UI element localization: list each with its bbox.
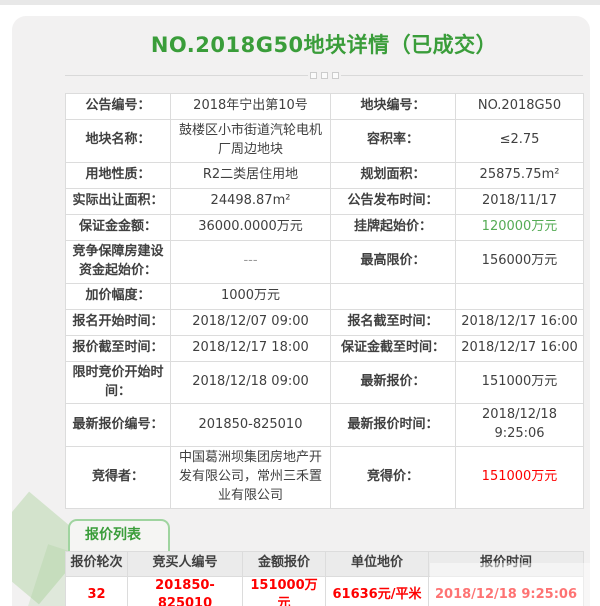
detail-value: 2018/12/07 09:00 xyxy=(170,308,331,336)
detail-value: 25875.75m² xyxy=(455,161,584,189)
detail-label: 最新报价时间： xyxy=(330,403,456,448)
detail-label: 限时竞价开始时间： xyxy=(65,360,171,405)
detail-label: 最新报价： xyxy=(330,360,456,405)
detail-value: 24498.87m² xyxy=(170,187,331,215)
title-divider xyxy=(65,72,583,79)
detail-label: 最高限价： xyxy=(330,239,456,284)
detail-label: 地块编号： xyxy=(330,93,456,120)
detail-value: 2018/12/17 18:00 xyxy=(170,334,331,362)
detail-label: 报名截至时间： xyxy=(330,308,456,336)
detail-value: R2二类居住用地 xyxy=(170,161,331,189)
detail-label: 加价幅度： xyxy=(65,282,171,310)
detail-value: ≤2.75 xyxy=(455,119,584,163)
table-row: 报价截至时间： 2018/12/17 18:00 保证金截至时间： 2018/1… xyxy=(65,334,584,362)
detail-label: 公告发布时间： xyxy=(330,187,456,215)
land-detail-table: 公告编号： 2018年宁出第10号 地块编号： NO.2018G50 地块名称：… xyxy=(65,93,584,509)
detail-value: 201850-825010 xyxy=(170,403,331,448)
detail-value: 2018年宁出第10号 xyxy=(170,93,331,120)
tab-quote-list[interactable]: 报价列表 xyxy=(68,518,170,551)
detail-value: 156000万元 xyxy=(455,239,584,284)
detail-label: 保证金截至时间： xyxy=(330,334,456,362)
detail-value: 36000.0000万元 xyxy=(170,213,331,241)
detail-value: 2018/11/17 xyxy=(455,187,584,215)
detail-value-win-price: 151000万元 xyxy=(455,446,584,509)
page-title: NO.2018G50地块详情（已成交） xyxy=(150,33,498,57)
quote-row: 32 201850-825010 151000万元 61636元/平米 2018… xyxy=(65,575,584,606)
detail-value: 2018/12/18 09:00 xyxy=(170,360,331,405)
quote-bid-amount: 151000万元 xyxy=(242,575,326,606)
detail-label xyxy=(330,282,456,310)
table-row: 报名开始时间： 2018/12/07 09:00 报名截至时间： 2018/12… xyxy=(65,308,584,336)
divider-line xyxy=(340,75,583,76)
detail-value-start-price: 120000万元 xyxy=(455,213,584,241)
quote-unit-price: 61636元/平米 xyxy=(325,575,429,606)
detail-label: 公告编号： xyxy=(65,93,171,120)
detail-label: 报名开始时间： xyxy=(65,308,171,336)
tab-quote-list-label: 报价列表 xyxy=(85,526,141,543)
detail-value: 1000万元 xyxy=(170,282,331,310)
detail-label: 容积率： xyxy=(330,119,456,163)
detail-label: 实际出让面积： xyxy=(65,187,171,215)
quote-bidder-id: 201850-825010 xyxy=(127,575,243,606)
table-row: 公告编号： 2018年宁出第10号 地块编号： NO.2018G50 xyxy=(65,93,584,120)
detail-value: --- xyxy=(170,239,331,284)
detail-label: 规划面积： xyxy=(330,161,456,189)
detail-value-winner: 中国葛洲坝集团房地产开发有限公司，常州三禾置业有限公司 xyxy=(170,446,331,509)
table-row: 竞得者： 中国葛洲坝集团房地产开发有限公司，常州三禾置业有限公司 竞得价： 15… xyxy=(65,446,584,509)
detail-value: 2018/12/17 16:00 xyxy=(455,334,584,362)
col-header-bid-time: 报价时间 xyxy=(428,550,584,577)
table-row: 竞争保障房建设资金起始价： --- 最高限价： 156000万元 xyxy=(65,239,584,284)
col-header-bid-amount: 金额报价 xyxy=(242,550,326,577)
table-row: 保证金金额： 36000.0000万元 挂牌起始价： 120000万元 xyxy=(65,213,584,241)
detail-label: 竞得者： xyxy=(65,446,171,509)
col-header-round: 报价轮次 xyxy=(65,550,128,577)
detail-value xyxy=(455,282,584,310)
detail-value: 151000万元 xyxy=(455,360,584,405)
detail-label: 挂牌起始价： xyxy=(330,213,456,241)
detail-label: 最新报价编号： xyxy=(65,403,171,448)
divider-square-icon xyxy=(331,72,339,79)
table-row: 用地性质： R2二类居住用地 规划面积： 25875.75m² xyxy=(65,161,584,189)
quote-header-row: 报价轮次 竞买人编号 金额报价 单位地价 报价时间 xyxy=(65,550,584,577)
table-row: 加价幅度： 1000万元 xyxy=(65,282,584,310)
table-row: 实际出让面积： 24498.87m² 公告发布时间： 2018/11/17 xyxy=(65,187,584,215)
detail-label: 用地性质： xyxy=(65,161,171,189)
detail-label: 竞得价： xyxy=(330,446,456,509)
detail-label: 竞争保障房建设资金起始价： xyxy=(65,239,171,284)
detail-value: 2018/12/17 16:00 xyxy=(455,308,584,336)
detail-label: 地块名称： xyxy=(65,119,171,163)
quote-list-table: 报价轮次 竞买人编号 金额报价 单位地价 报价时间 32 201850-8250… xyxy=(65,550,584,606)
table-row: 最新报价编号： 201850-825010 最新报价时间： 2018/12/18… xyxy=(65,403,584,448)
divider-square-icon xyxy=(320,72,328,79)
quote-bid-time: 2018/12/18 9:25:06 xyxy=(428,575,584,606)
top-edge-strip xyxy=(0,0,600,5)
quote-round: 32 xyxy=(65,575,128,606)
detail-value: 2018/12/18 9:25:06 xyxy=(455,403,584,448)
detail-label: 保证金金额： xyxy=(65,213,171,241)
detail-value: 鼓楼区小市街道汽轮电机厂周边地块 xyxy=(170,119,331,163)
col-header-unit-price: 单位地价 xyxy=(325,550,429,577)
divider-line xyxy=(65,75,308,76)
table-row: 限时竞价开始时间： 2018/12/18 09:00 最新报价： 151000万… xyxy=(65,360,584,405)
divider-square-icon xyxy=(309,72,317,79)
detail-label: 报价截至时间： xyxy=(65,334,171,362)
detail-value: NO.2018G50 xyxy=(455,93,584,120)
content-panel: NO.2018G50地块详情（已成交） 公告编号： 2018年宁出第10号 地块… xyxy=(12,16,590,606)
table-row: 地块名称： 鼓楼区小市街道汽轮电机厂周边地块 容积率： ≤2.75 xyxy=(65,119,584,163)
col-header-bidder-id: 竞买人编号 xyxy=(127,550,243,577)
